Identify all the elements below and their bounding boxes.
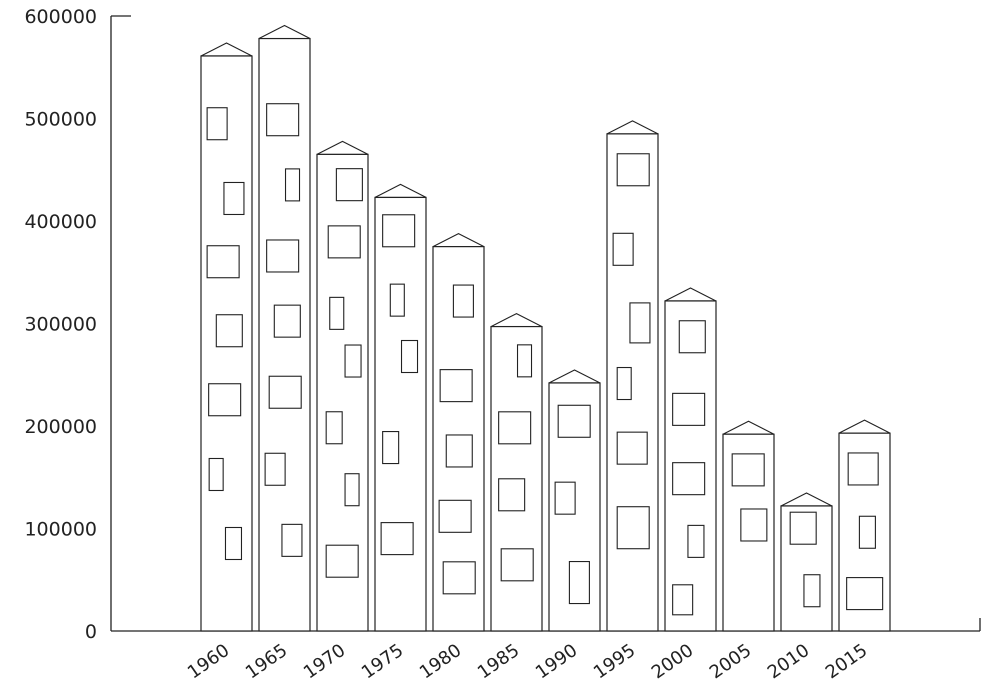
bar-window (266, 239, 300, 273)
bar-window (208, 457, 224, 492)
bar-window (266, 103, 300, 137)
bar-window (281, 523, 303, 557)
bar-window (325, 544, 359, 578)
bar-window (803, 574, 821, 608)
bar-window (335, 168, 363, 202)
bar-window (672, 584, 694, 616)
y-tick-label: 600000 (24, 6, 97, 28)
bar-roof (258, 24, 311, 40)
bar-roof (838, 419, 891, 434)
bar-window (687, 524, 705, 558)
x-tick-label: 2000 (648, 640, 698, 683)
y-tick-label: 0 (85, 621, 97, 643)
bar-window (445, 434, 473, 468)
bar-window (847, 452, 879, 486)
bar-window (344, 344, 362, 378)
bar-window (498, 478, 526, 512)
bar-window (389, 283, 405, 317)
bar-roof (722, 420, 775, 435)
bar-window (858, 515, 876, 549)
bar-window (208, 383, 242, 417)
bar-roof (374, 183, 427, 198)
bar-window (264, 452, 286, 486)
bar-window (325, 411, 343, 445)
bar-window (516, 344, 533, 378)
x-tick-label: 1970 (300, 640, 350, 683)
bar-window (846, 577, 884, 611)
bar-window (629, 302, 651, 344)
bar-window (789, 511, 817, 545)
bar-window (327, 225, 361, 259)
bar-roof (780, 492, 833, 507)
bar-window (554, 481, 576, 515)
x-tick-label: 1975 (358, 640, 408, 683)
bar-window (500, 548, 534, 582)
bar-window (442, 561, 476, 595)
x-tick-label: 2015 (822, 640, 872, 683)
y-tick-label: 200000 (24, 416, 97, 438)
y-tick-label: 100000 (24, 519, 97, 541)
bar-window (344, 473, 360, 507)
bar-window (380, 522, 414, 556)
bar-window (612, 232, 634, 266)
bar-window (273, 304, 301, 338)
bar-window (215, 314, 243, 348)
bar-window (498, 411, 532, 445)
bar-window (223, 181, 245, 216)
x-tick-label: 1960 (184, 640, 234, 683)
x-tick-label: 2010 (764, 640, 814, 683)
bar-window (452, 284, 474, 318)
bar-window (557, 404, 591, 438)
bar-window (616, 431, 648, 465)
x-tick-label: 1985 (474, 640, 524, 683)
bar (374, 196, 427, 632)
bar (606, 133, 659, 632)
bar-roof (316, 140, 369, 155)
x-tick-label: 2005 (706, 640, 756, 683)
bar-window (382, 214, 416, 248)
y-tick-label: 500000 (24, 109, 97, 131)
bar-roof (200, 42, 253, 57)
bar-window (400, 339, 419, 374)
x-tick-label: 1995 (590, 640, 640, 683)
bar-roof (548, 369, 601, 384)
x-tick-label: 1980 (416, 640, 466, 683)
bar-window (438, 499, 472, 533)
bar-window (740, 508, 768, 542)
x-tick-label: 1965 (242, 640, 292, 683)
bar-window (616, 366, 632, 401)
bar-window (268, 375, 302, 409)
bar-window (568, 560, 590, 605)
bar-window (616, 506, 650, 550)
y-tick-label: 400000 (24, 211, 97, 233)
bar-window (206, 245, 240, 279)
bar-window (672, 462, 706, 496)
x-tick-label: 1990 (532, 640, 582, 683)
bar-window (284, 168, 301, 202)
bar-roof (432, 233, 485, 248)
bar-roof (664, 287, 717, 302)
bar-window (678, 320, 706, 354)
bar-window (329, 296, 345, 330)
bar-window (382, 431, 400, 465)
bar-roof (606, 120, 659, 135)
bar-window (672, 392, 706, 426)
bar-window (731, 453, 765, 487)
bar-roof (490, 312, 543, 328)
bar-window (224, 526, 243, 561)
bar-window (616, 153, 650, 187)
bar-window (206, 107, 228, 141)
bar-window (439, 369, 473, 403)
y-tick-label: 300000 (24, 314, 97, 336)
